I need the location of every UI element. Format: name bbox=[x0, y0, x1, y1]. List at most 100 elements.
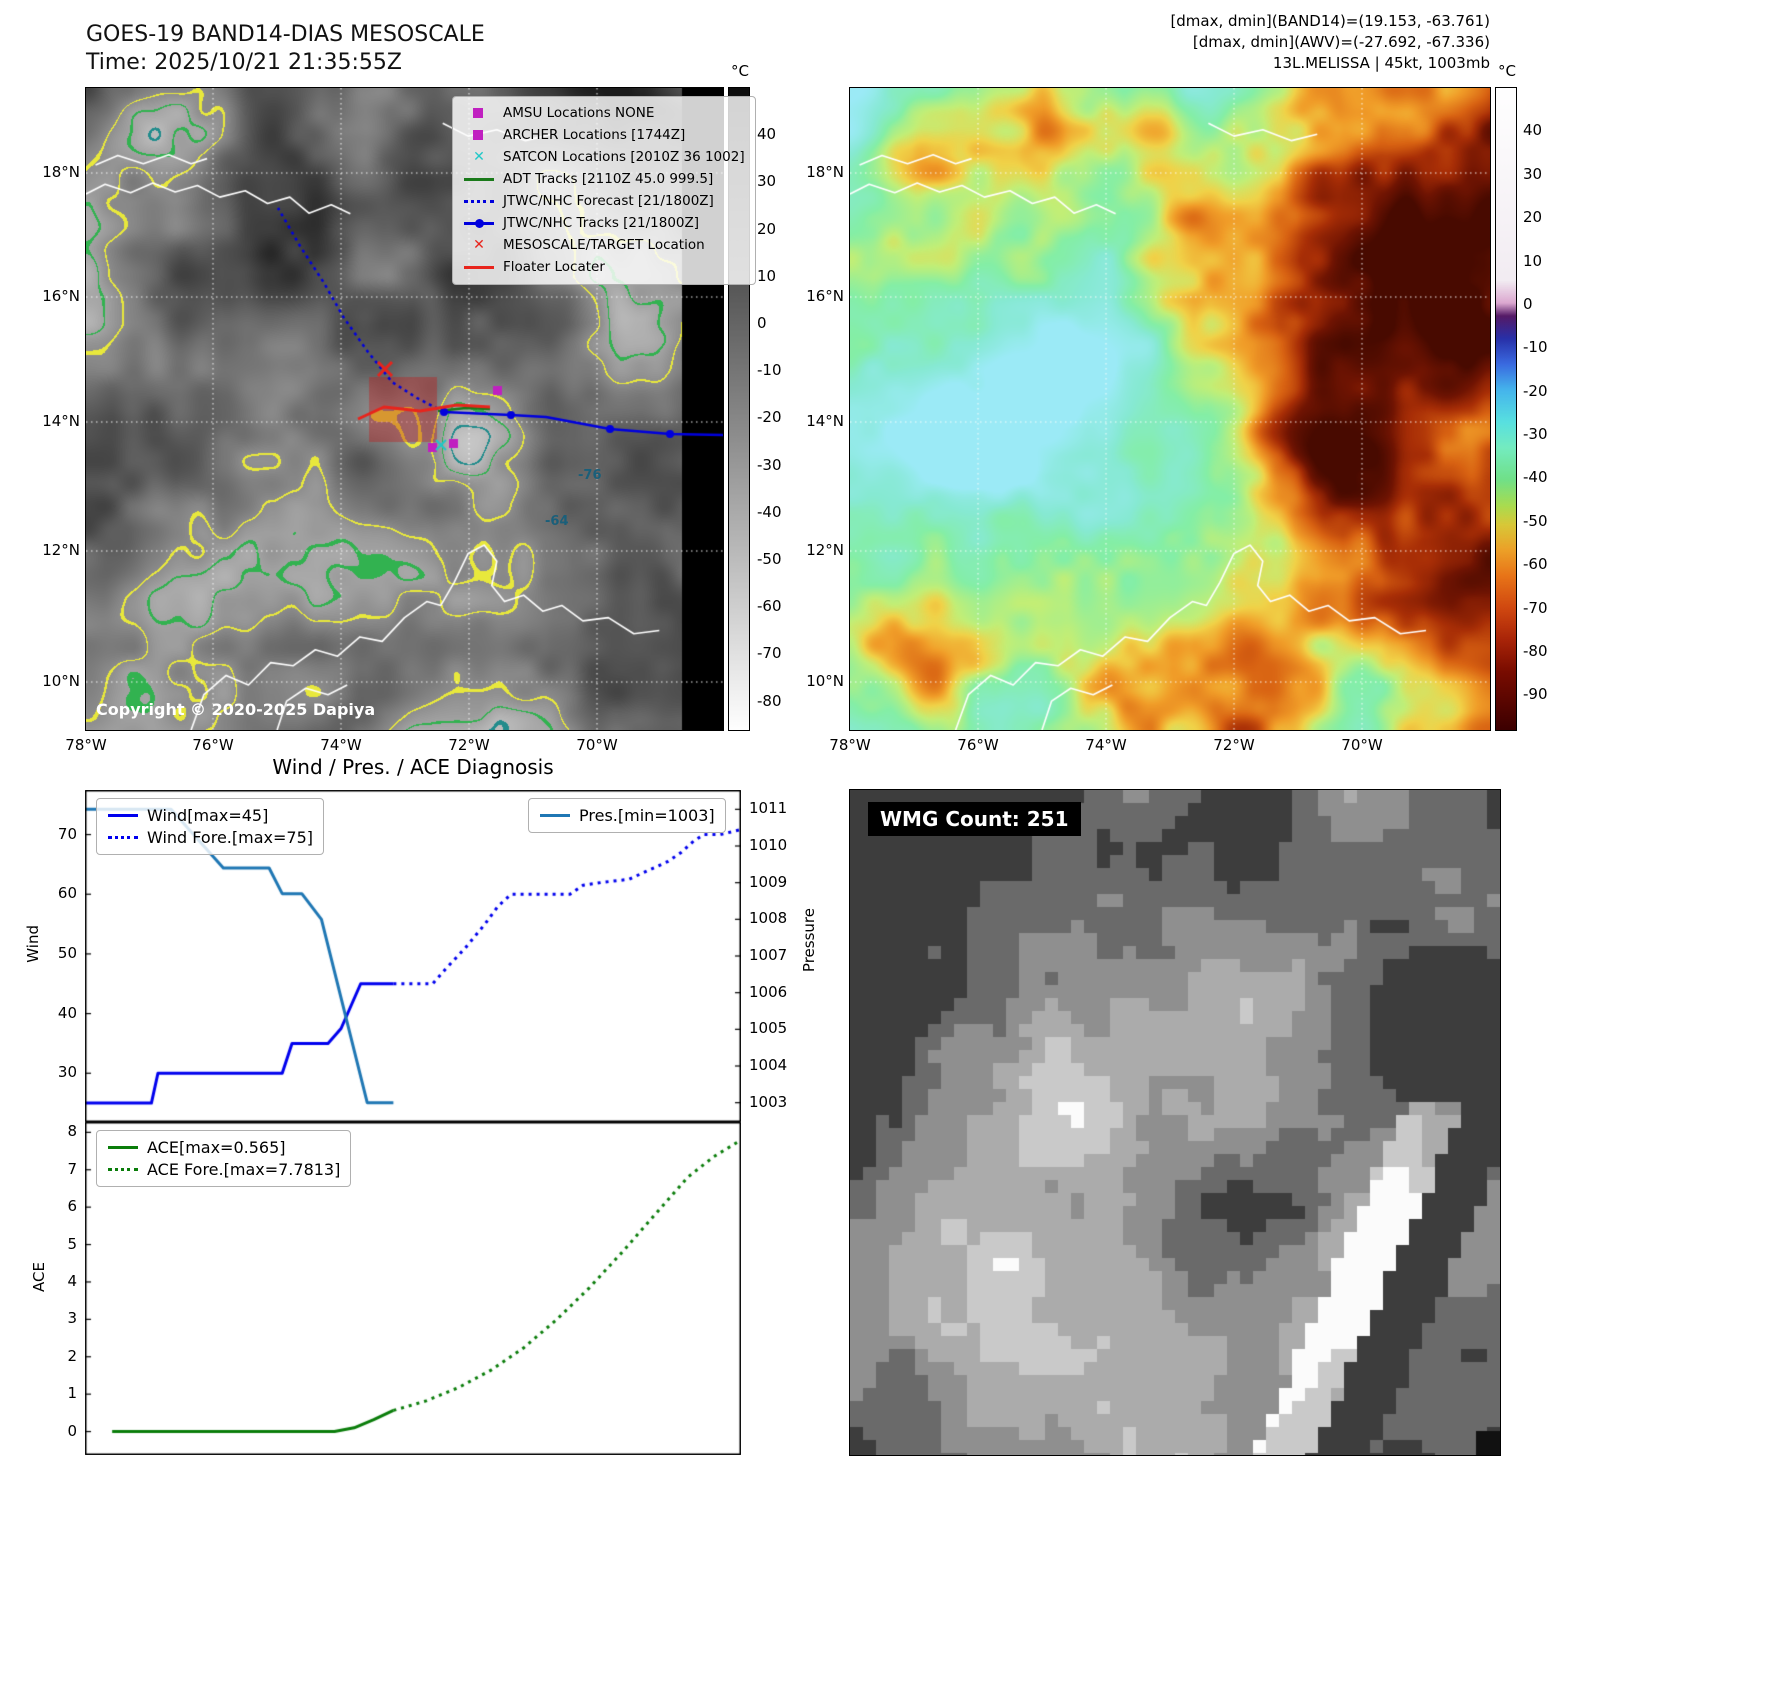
band14-map-legend-row: AMSU Locations NONE bbox=[463, 104, 745, 123]
band14-map-legend-label: JTWC/NHC Tracks [21/1800Z] bbox=[503, 215, 700, 231]
pressure-ytick: 1011 bbox=[749, 799, 788, 818]
band14-lon-tick: 76°W bbox=[192, 736, 234, 754]
band14-lon-tick: 74°W bbox=[320, 736, 362, 754]
band14-colorbar-tick: -30 bbox=[757, 455, 782, 474]
band14-map-legend-label: ADT Tracks [2110Z 45.0 999.5] bbox=[503, 171, 714, 187]
square-marker-icon bbox=[463, 129, 495, 142]
awv-lon-tick: 78°W bbox=[829, 736, 871, 754]
band14-map-legend-row: JTWC/NHC Tracks [21/1800Z] bbox=[463, 214, 745, 233]
awv-colorbar-tick: -20 bbox=[1523, 381, 1548, 400]
line-marker-icon bbox=[107, 1141, 139, 1154]
ace-legend-row: ACE Fore.[max=7.7813] bbox=[107, 1160, 340, 1179]
wind-ytick: 70 bbox=[57, 824, 77, 843]
x-marker-icon: ✕ bbox=[473, 237, 485, 253]
awv-lon-tick: 70°W bbox=[1341, 736, 1383, 754]
awv-header-line-3: 13L.MELISSA | 45kt, 1003mb bbox=[1272, 54, 1490, 72]
band14-lon-tick: 72°W bbox=[448, 736, 490, 754]
band14-map-legend-row: ✕ SATCON Locations [2010Z 36 1002] bbox=[463, 148, 745, 167]
awv-colorbar-tick: -90 bbox=[1523, 685, 1548, 704]
awv-colorbar-tick: -70 bbox=[1523, 598, 1548, 617]
line-marker-icon bbox=[463, 173, 495, 186]
wind-legend-row: Wind[max=45] bbox=[107, 806, 313, 825]
wind-legend-label: Wind[max=45] bbox=[147, 806, 269, 825]
dotted-marker-icon bbox=[107, 831, 139, 844]
band14-colorbar-tick: 30 bbox=[757, 172, 777, 191]
wind-legend-label: Wind Fore.[max=75] bbox=[147, 828, 313, 847]
contour-label-64: -64 bbox=[545, 514, 569, 529]
ace-ytick: 8 bbox=[67, 1122, 77, 1141]
awv-colorbar bbox=[1495, 87, 1517, 731]
ace-axis-label: ACE bbox=[30, 1262, 48, 1292]
awv-lat-tick: 16°N bbox=[806, 287, 844, 305]
awv-colorbar-tick: -50 bbox=[1523, 511, 1548, 530]
awv-header-line-2: [dmax, dmin](AWV)=(-27.692, -67.336) bbox=[1192, 33, 1490, 51]
awv-lat-tick: 12°N bbox=[806, 541, 844, 559]
pressure-ytick: 1006 bbox=[749, 982, 788, 1001]
band14-map-legend-label: JTWC/NHC Forecast [21/1800Z] bbox=[503, 193, 714, 209]
contour-label-76: -76 bbox=[578, 468, 602, 483]
copyright-text: Copyright © 2020-2025 Dapiya bbox=[96, 700, 376, 719]
line-marker-icon bbox=[539, 809, 571, 822]
band14-lat-tick: 10°N bbox=[42, 672, 80, 690]
band14-colorbar-tick: -60 bbox=[757, 597, 782, 616]
band14-lat-tick: 12°N bbox=[42, 541, 80, 559]
awv-color-map bbox=[849, 87, 1491, 731]
ace-ytick: 6 bbox=[67, 1197, 77, 1216]
awv-header-line-1: [dmax, dmin](BAND14)=(19.153, -63.761) bbox=[1170, 12, 1490, 30]
awv-colorbar-tick: -30 bbox=[1523, 425, 1548, 444]
wind-ytick: 50 bbox=[57, 943, 77, 962]
ace-legend-label: ACE Fore.[max=7.7813] bbox=[147, 1160, 341, 1179]
pressure-legend-row: Pres.[min=1003] bbox=[539, 806, 715, 825]
ace-legend: ACE[max=0.565] ACE Fore.[max=7.7813] bbox=[96, 1130, 352, 1187]
line-marker-icon bbox=[107, 809, 139, 822]
band14-map-legend-label: ARCHER Locations [1744Z] bbox=[503, 127, 686, 143]
pressure-ytick: 1004 bbox=[749, 1056, 788, 1074]
ace-legend-row: ACE[max=0.565] bbox=[107, 1138, 340, 1157]
pressure-ytick: 1007 bbox=[749, 946, 788, 964]
ace-legend-label: ACE[max=0.565] bbox=[147, 1138, 286, 1157]
pressure-legend: Pres.[min=1003] bbox=[528, 798, 726, 833]
x-marker-icon: ✕ bbox=[473, 149, 485, 165]
wind-legend-row: Wind Fore.[max=75] bbox=[107, 828, 313, 847]
ace-ytick: 3 bbox=[67, 1309, 77, 1328]
band14-colorbar-tick: -70 bbox=[757, 644, 782, 663]
awv-colorbar-tick: 30 bbox=[1523, 164, 1543, 183]
band14-map-legend-label: SATCON Locations [2010Z 36 1002] bbox=[503, 149, 745, 165]
awv-colorbar-tick: 10 bbox=[1523, 251, 1543, 270]
ace-ytick: 7 bbox=[67, 1159, 77, 1178]
band14-map-legend-row: ARCHER Locations [1744Z] bbox=[463, 126, 745, 145]
awv-colorbar-tick: -40 bbox=[1523, 468, 1548, 487]
band14-colorbar-tick: 20 bbox=[757, 219, 777, 238]
band14-map-legend-row: JTWC/NHC Forecast [21/1800Z] bbox=[463, 192, 745, 211]
band14-colorbar-tick: -20 bbox=[757, 408, 782, 427]
band14-lon-tick: 70°W bbox=[576, 736, 618, 754]
band14-map-legend-row: ADT Tracks [2110Z 45.0 999.5] bbox=[463, 170, 745, 189]
band14-map-legend-row: ✕ MESOSCALE/TARGET Location bbox=[463, 236, 745, 255]
wind-axis-label: Wind bbox=[24, 925, 42, 963]
band14-colorbar-tick: 40 bbox=[757, 125, 777, 144]
band14-colorbar-tick: 0 bbox=[757, 314, 767, 333]
dotted-marker-icon bbox=[463, 195, 495, 208]
ace-ytick: 1 bbox=[67, 1384, 77, 1403]
ace-ytick: 0 bbox=[67, 1421, 77, 1440]
awv-colorbar-tick: 40 bbox=[1523, 121, 1543, 140]
pressure-axis-label: Pressure bbox=[800, 908, 818, 973]
wind-ytick: 60 bbox=[57, 884, 77, 903]
band14-map-legend: AMSU Locations NONE ARCHER Locations [174… bbox=[452, 96, 756, 285]
pressure-ytick: 1010 bbox=[749, 836, 788, 854]
awv-lon-tick: 72°W bbox=[1213, 736, 1255, 754]
awv-lon-tick: 76°W bbox=[957, 736, 999, 754]
square-marker-icon bbox=[463, 107, 495, 120]
awv-colorbar-tick: 0 bbox=[1523, 294, 1533, 313]
band14-map-legend-label: Floater Locater bbox=[503, 259, 605, 275]
pressure-ytick: 1009 bbox=[749, 872, 788, 891]
line-dot-marker-icon bbox=[463, 217, 495, 230]
band14-colorbar-unit: °C bbox=[731, 62, 749, 80]
band14-map-legend-label: MESOSCALE/TARGET Location bbox=[503, 237, 705, 253]
wmg-count-map bbox=[849, 789, 1501, 1456]
awv-colorbar-tick: 20 bbox=[1523, 208, 1543, 227]
band14-subtitle: Time: 2025/10/21 21:35:55Z bbox=[86, 50, 402, 75]
awv-lat-tick: 10°N bbox=[806, 672, 844, 690]
pressure-ytick: 1008 bbox=[749, 909, 788, 928]
